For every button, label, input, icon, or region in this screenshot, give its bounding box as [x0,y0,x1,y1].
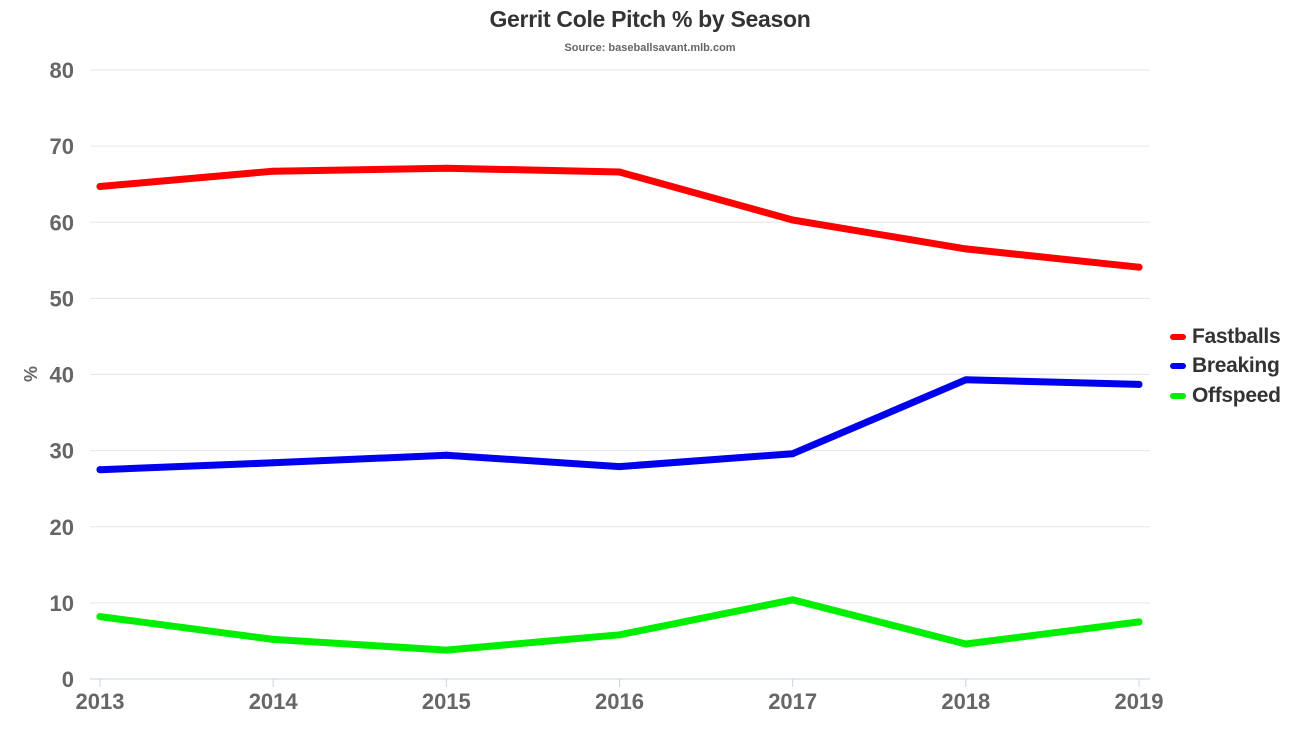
data-point-fastballs[interactable] [962,245,970,253]
y-tick-label: 50 [50,286,74,311]
legend-item-breaking[interactable]: Breaking [1170,352,1281,382]
x-axis-ticks: 2013 2014 2015 2016 2017 2018 2019 [76,679,1164,714]
y-tick-label: 10 [50,591,74,616]
y-tick-label: 40 [50,363,74,388]
x-tick-label: 2019 [1115,689,1164,714]
y-tick-label: 20 [50,515,74,540]
data-point-fastballs[interactable] [269,167,277,175]
series-line-fastballs[interactable] [96,164,1143,271]
data-point-offspeed[interactable] [442,646,450,654]
y-tick-label: 0 [62,667,74,692]
data-point-fastballs[interactable] [616,168,623,176]
y-tick-label: 80 [50,58,74,83]
legend-swatch [1170,333,1186,340]
chart-subtitle: Source: baseballsavant.mlb.com [564,42,736,54]
series-line-breaking[interactable] [96,376,1143,474]
data-point-fastballs[interactable] [789,216,797,224]
data-point-breaking[interactable] [442,451,450,459]
data-point-offspeed[interactable] [789,596,797,604]
x-tick-label: 2015 [422,689,471,714]
x-tick-label: 2014 [249,689,299,714]
data-point-breaking[interactable] [1135,380,1143,388]
data-point-offspeed[interactable] [962,640,970,648]
data-point-breaking[interactable] [789,450,797,458]
y-tick-label: 60 [50,210,74,235]
legend-label: Fastballs [1192,324,1281,348]
y-tick-label: 30 [50,439,74,464]
data-point-breaking[interactable] [616,463,623,471]
x-tick-label: 2018 [941,689,990,714]
legend-item-offspeed[interactable]: Offspeed [1170,381,1281,411]
legend-item-fastballs[interactable]: Fastballs [1170,322,1281,352]
data-point-offspeed[interactable] [616,631,623,639]
legend: Fastballs Breaking Offspeed [1170,322,1281,411]
series-line-offspeed[interactable] [96,596,1143,654]
data-point-breaking[interactable] [962,376,970,384]
x-tick-label: 2013 [76,689,125,714]
data-point-breaking[interactable] [269,459,277,467]
data-point-breaking[interactable] [96,466,104,474]
y-tick-label: 70 [50,134,74,159]
data-point-offspeed[interactable] [1135,618,1143,626]
legend-label: Breaking [1192,354,1280,378]
data-point-offspeed[interactable] [96,613,104,621]
data-point-fastballs[interactable] [442,164,450,172]
gridlines [90,69,1150,680]
legend-swatch [1170,363,1186,370]
data-point-fastballs[interactable] [96,182,104,190]
data-point-offspeed[interactable] [269,635,277,643]
legend-swatch [1170,392,1186,399]
data-point-fastballs[interactable] [1135,263,1143,271]
series-lines [96,164,1143,654]
y-axis-title: % [21,366,41,382]
legend-label: Offspeed [1192,383,1281,407]
x-tick-label: 2017 [768,689,817,714]
x-tick-label: 2016 [595,689,644,714]
y-axis-ticks: 0 10 20 30 40 50 60 70 80 [50,58,74,692]
chart-title: Gerrit Cole Pitch % by Season [489,6,811,32]
